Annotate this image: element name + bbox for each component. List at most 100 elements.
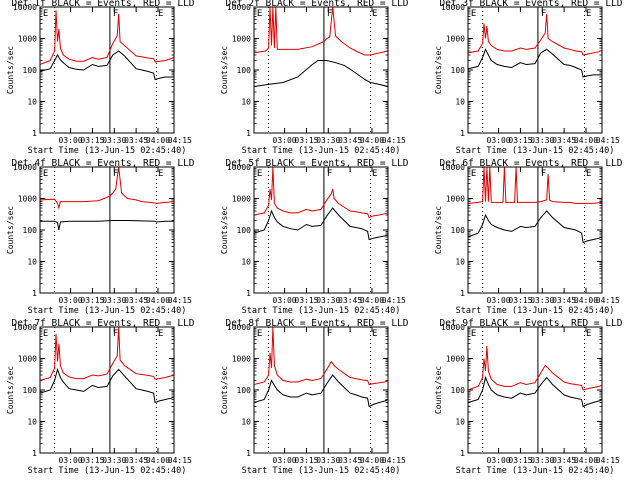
x-tick-label: 03:00 [273,296,297,305]
y-axis-label: Counts/sec [434,366,443,414]
panel-6: Det 6f BLACK = Events, RED = LLD Counts/s… [434,158,623,316]
panel-title: Det 3f BLACK = Events, RED = LLD [439,0,622,9]
y-tick-label: 100 [23,226,38,235]
panel-3: Det 3f BLACK = Events, RED = LLD Counts/s… [434,0,623,156]
plot-frame [39,6,175,134]
y-axis-label: Counts/sec [220,206,229,254]
y-tick-label: 10 [241,418,251,427]
y-tick-label: 100 [451,226,466,235]
panel-9: Det 9f BLACK = Events, RED = LLD Counts/s… [434,318,623,476]
y-tick-label: 1000 [18,355,37,364]
x-tick-label: 03:45 [124,296,148,305]
plot-frame [253,6,389,134]
panel-4: Det 4f BLACK = Events, RED = LLD Counts/s… [6,158,195,316]
y-axis-label: Counts/sec [6,366,15,414]
y-tick-label: 10 [455,98,465,107]
x-tick-label: 03:45 [124,456,148,465]
event-marker-label: E [158,329,163,339]
event-marker-label: E [586,329,591,339]
panel-title: Det 4f BLACK = Events, RED = LLD [11,158,194,169]
event-marker-label: F [541,9,546,19]
x-tick-label: 03:15 [80,136,104,145]
event-marker-label: E [372,9,377,19]
event-marker-label: E [372,169,377,179]
events-series-line [39,367,175,404]
x-tick-label: 03:00 [487,296,511,305]
y-tick-label: 1 [460,449,465,458]
x-tick-label: 03:45 [124,136,148,145]
event-marker-label: F [113,9,118,19]
x-tick-label: 04:15 [382,456,406,465]
x-tick-label: 03:30 [530,296,554,305]
y-axis-label: Counts/sec [434,46,443,94]
y-axis-label: Counts/sec [6,46,15,94]
x-axis-label: Start Time (13-Jun-15 02:45:40) [242,466,401,476]
event-marker-label: E [586,9,591,19]
plot-frame [39,326,175,454]
event-marker-label: F [327,329,332,339]
y-axis-label: Counts/sec [220,46,229,94]
y-tick-label: 100 [23,66,38,75]
x-tick-label: 04:15 [168,136,192,145]
event-marker-label: F [541,169,546,179]
y-axis-label: Counts/sec [434,206,443,254]
y-tick-label: 10000 [13,323,37,332]
y-tick-label: 1 [246,129,251,138]
y-tick-label: 1000 [446,35,465,44]
x-tick-label: 04:00 [360,296,384,305]
y-tick-label: 10000 [227,163,251,172]
lld-series-line [467,345,603,391]
y-tick-label: 10 [455,258,465,267]
y-tick-label: 1 [32,289,37,298]
y-tick-label: 10000 [13,3,37,12]
y-tick-label: 10 [455,418,465,427]
x-tick-label: 03:30 [102,296,126,305]
x-tick-label: 03:45 [552,456,576,465]
y-tick-label: 1 [32,449,37,458]
x-axis-label: Start Time (13-Jun-15 02:45:40) [456,466,615,476]
x-tick-label: 04:15 [168,296,192,305]
plot-frame [39,166,175,294]
y-tick-label: 100 [237,386,252,395]
x-tick-label: 04:15 [168,456,192,465]
lld-series-line [39,10,175,65]
event-marker-label: E [471,329,476,339]
y-tick-label: 10 [241,258,251,267]
y-tick-label: 10000 [13,163,37,172]
y-tick-label: 100 [237,226,252,235]
y-tick-label: 1 [460,289,465,298]
panel-title: Det 8f BLACK = Events, RED = LLD [225,318,408,329]
event-marker-label: E [471,9,476,19]
x-tick-label: 03:15 [508,136,532,145]
plot-frame [253,326,389,454]
panel-8: Det 8f BLACK = Events, RED = LLD Counts/s… [220,318,409,476]
y-tick-label: 10000 [227,3,251,12]
y-tick-label: 100 [23,386,38,395]
panel-1: Det 1f BLACK = Events, RED = LLD Counts/s… [6,0,195,156]
events-series-line [40,220,174,231]
event-marker-label: E [43,329,48,339]
events-series-line [467,210,603,244]
event-marker-label: F [113,169,118,179]
x-tick-label: 04:15 [382,136,406,145]
x-tick-label: 04:15 [596,296,620,305]
events-series-line [253,60,389,87]
panel-title: Det 2f BLACK = Events, RED = LLD [225,0,408,9]
x-tick-label: 03:45 [552,136,576,145]
x-tick-label: 03:30 [316,456,340,465]
event-marker-label: E [471,169,476,179]
y-tick-label: 10000 [441,163,465,172]
panel-title: Det 6f BLACK = Events, RED = LLD [439,158,622,169]
y-tick-label: 10 [27,258,37,267]
lld-series-line [467,166,603,204]
lld-series-line [39,326,175,381]
x-tick-label: 04:15 [382,296,406,305]
panel-7: Det 7f BLACK = Events, RED = LLD Counts/s… [6,318,195,476]
x-tick-label: 03:15 [80,456,104,465]
x-axis-label: Start Time (13-Jun-15 02:45:40) [456,306,615,316]
y-tick-label: 100 [237,66,252,75]
event-marker-label: E [257,169,262,179]
lld-series-line [253,166,389,219]
x-tick-label: 03:30 [102,136,126,145]
x-tick-label: 03:45 [338,456,362,465]
